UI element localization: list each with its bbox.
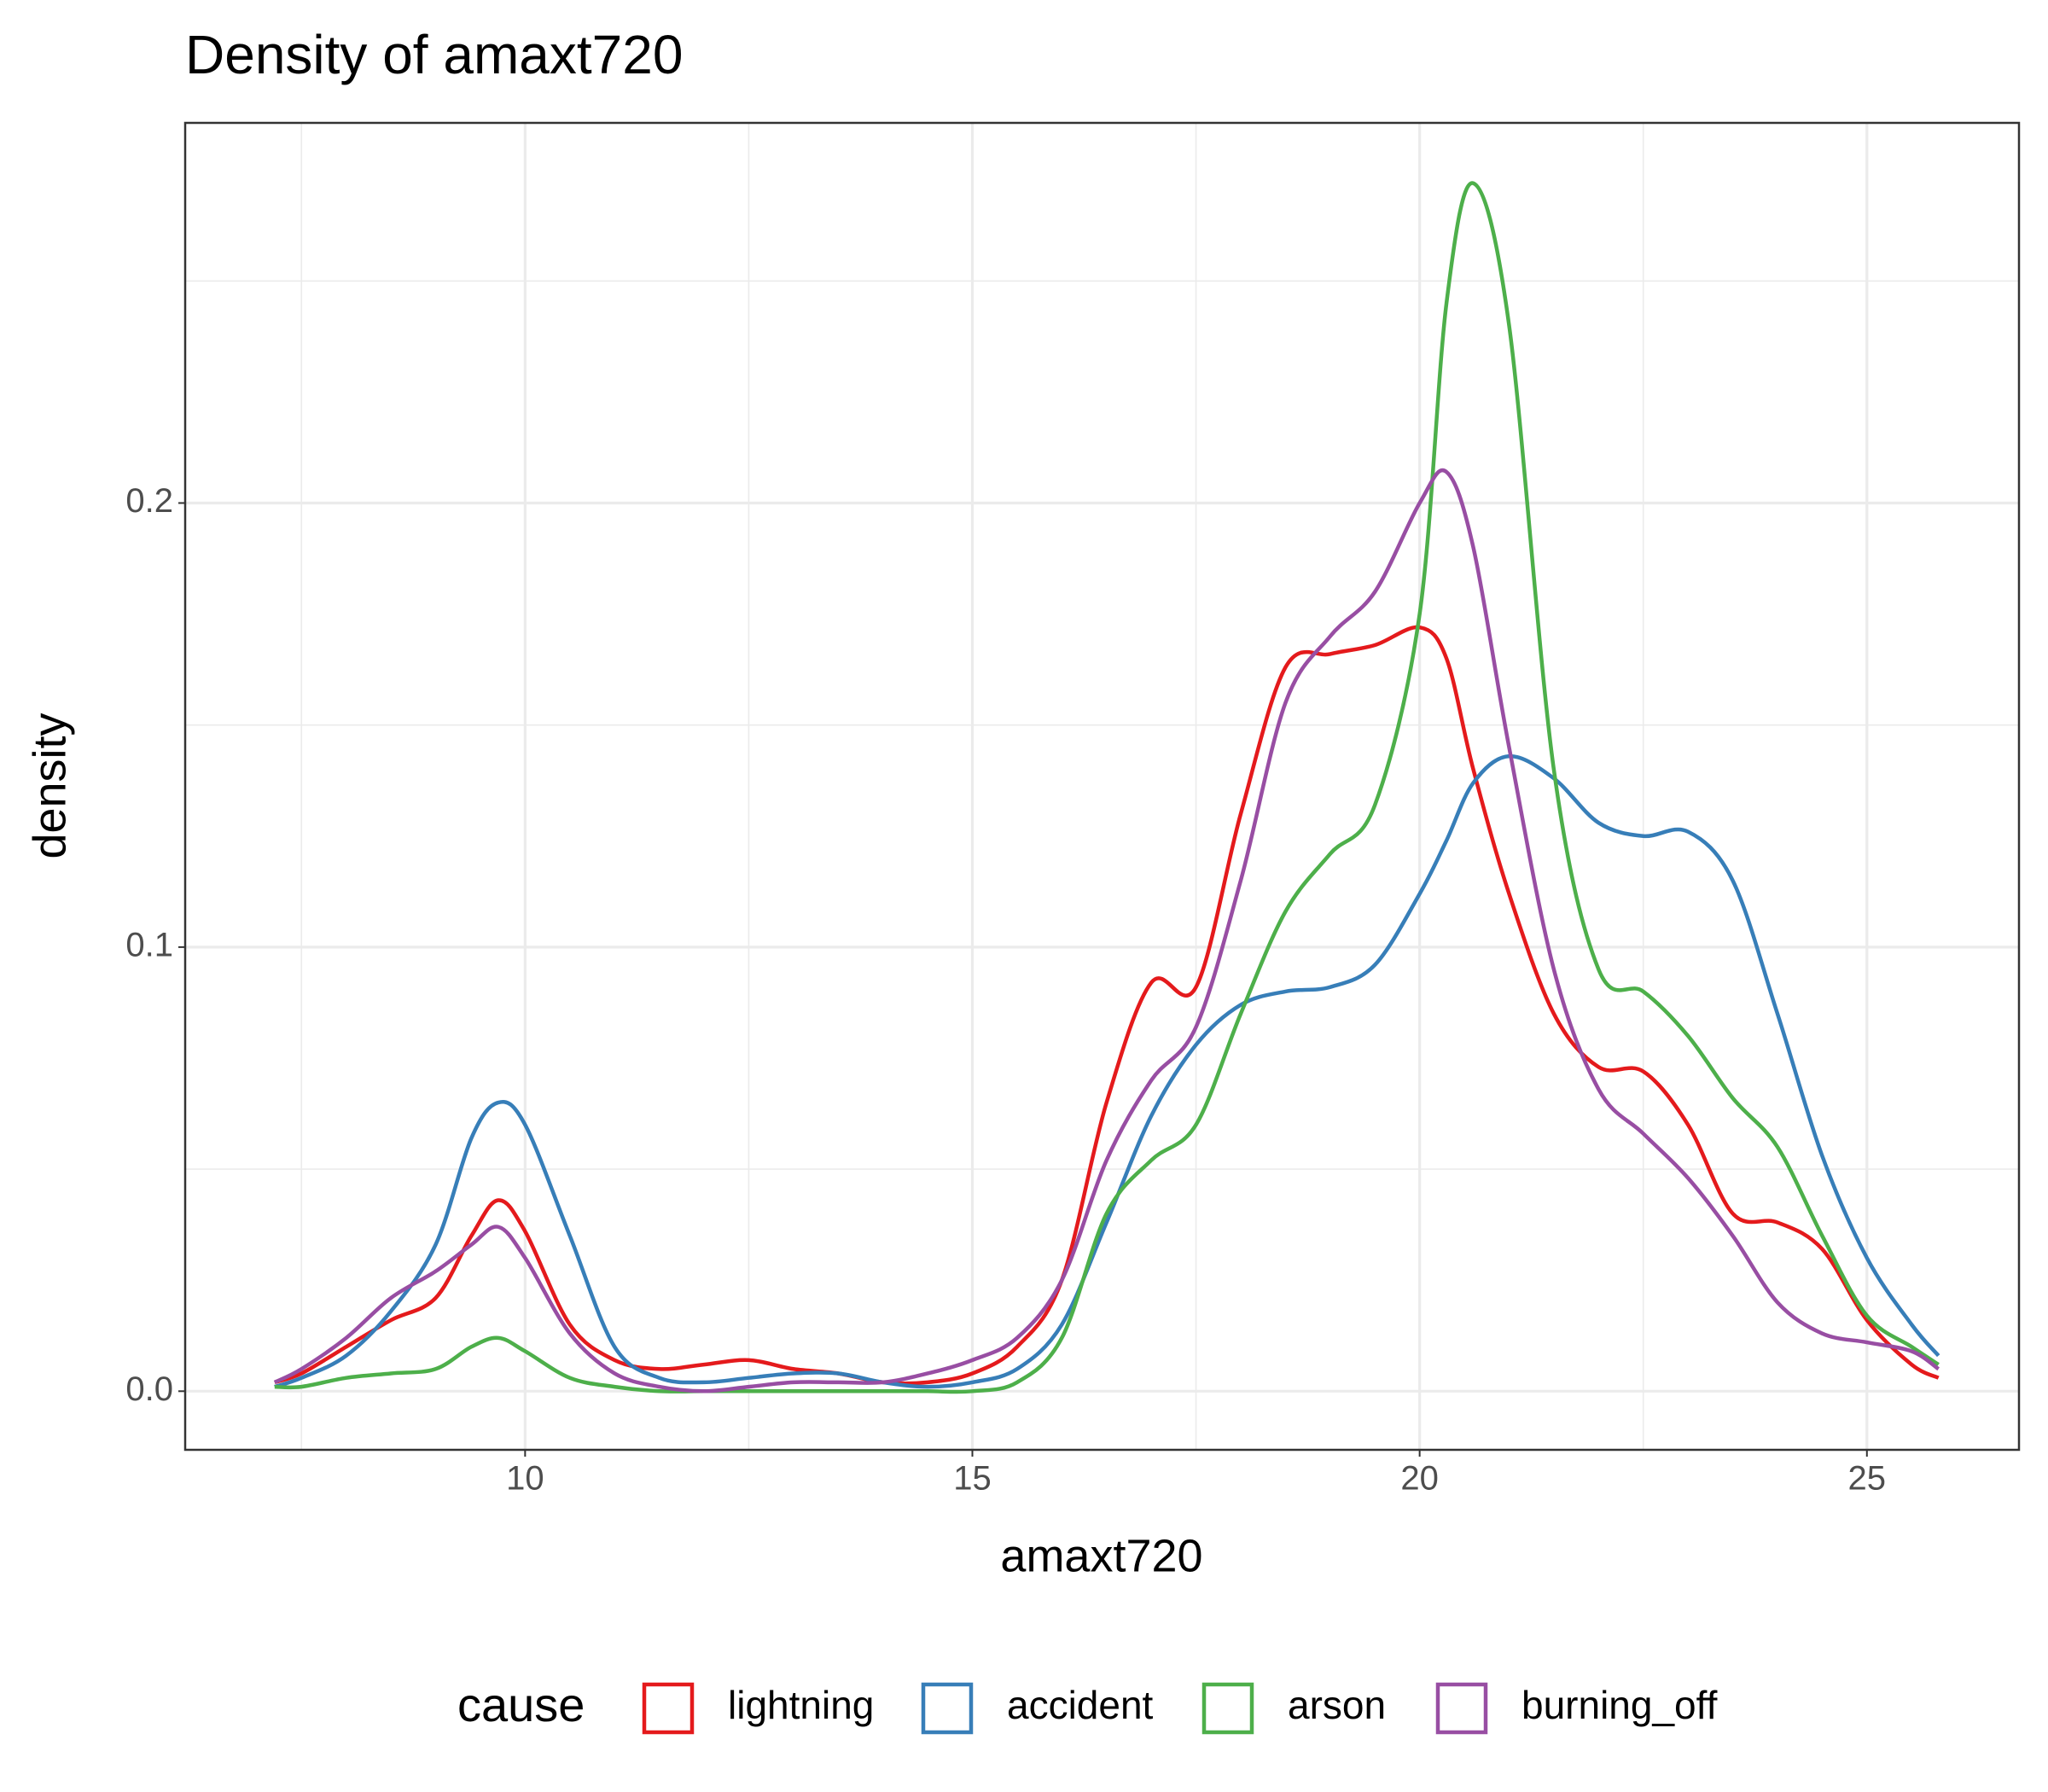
legend-key bbox=[921, 1682, 974, 1735]
density-line bbox=[273, 468, 1940, 1393]
legend-key bbox=[1435, 1682, 1488, 1735]
x-tick-label: 20 bbox=[1400, 1460, 1439, 1498]
panel-border bbox=[183, 121, 2021, 1452]
y-tick-label: 0.2 bbox=[125, 482, 173, 520]
density-line bbox=[274, 181, 1940, 1394]
y-tick-label: 0.1 bbox=[125, 926, 173, 963]
x-tick-label: 10 bbox=[506, 1460, 544, 1498]
density-line bbox=[274, 625, 1940, 1386]
legend-label: arson bbox=[1288, 1683, 1386, 1727]
legend-key bbox=[1201, 1682, 1254, 1735]
x-axis-label: amaxt720 bbox=[1000, 1530, 1202, 1581]
x-tick-label: 15 bbox=[953, 1460, 992, 1498]
y-tick-label: 0.0 bbox=[125, 1370, 173, 1408]
chart-title: Density of amaxt720 bbox=[185, 24, 683, 85]
legend-label: accident bbox=[1007, 1683, 1154, 1727]
x-tick-label: 25 bbox=[1848, 1460, 1887, 1498]
legend-key bbox=[642, 1682, 695, 1735]
legend-label: lightning bbox=[728, 1683, 874, 1727]
legend-label: burning_off bbox=[1521, 1683, 1718, 1727]
legend-title: cause bbox=[457, 1678, 585, 1731]
y-axis-label: density bbox=[24, 713, 75, 858]
